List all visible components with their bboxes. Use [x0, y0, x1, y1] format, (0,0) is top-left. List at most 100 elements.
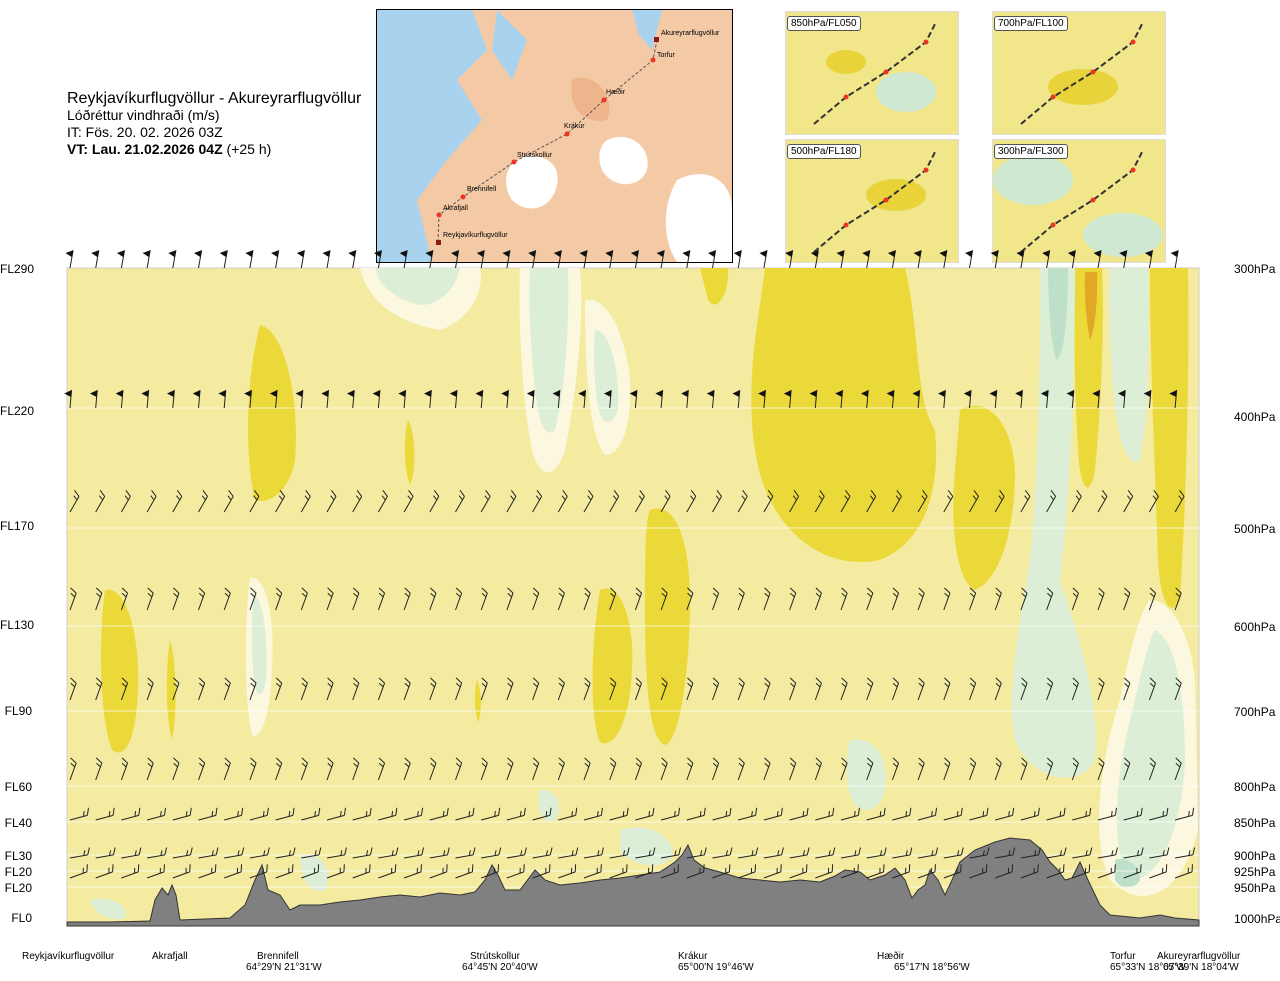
wind-barb — [1169, 390, 1178, 409]
map-point-strutskollur — [511, 159, 517, 165]
route-map-graphic — [377, 10, 732, 262]
thumbnail-700hpa[interactable]: 700hPa/FL100 — [992, 11, 1166, 135]
wind-barb — [1066, 390, 1075, 409]
wind-barb — [1123, 757, 1131, 781]
station-coord: 65°39'N 18°04'W — [1163, 962, 1239, 973]
wind-barb — [532, 864, 551, 879]
parameter-label: Lóðréttur vindhraði (m/s) — [67, 107, 220, 123]
wind-barb — [321, 390, 330, 409]
wind-barb — [506, 757, 514, 781]
wind-barb — [326, 677, 334, 701]
wind-barb — [275, 864, 294, 879]
wind-barb — [249, 847, 270, 859]
wind-barb — [609, 587, 617, 611]
thumbnail-500hpa[interactable]: 500hPa/FL180 — [785, 139, 959, 263]
wind-barb — [1097, 490, 1108, 513]
wind-barb — [1020, 490, 1031, 513]
wind-barb — [943, 847, 964, 859]
station-brennifell: Brennifell 64°29'N 21°31'W — [246, 951, 322, 973]
wind-barb — [404, 847, 425, 859]
wind-barb — [963, 390, 972, 409]
map-label-brennifell: Brennifell — [467, 186, 497, 193]
wind-barb — [603, 390, 612, 409]
map-point-haedir — [601, 97, 607, 103]
wind-barb — [552, 390, 561, 409]
hpa-label-925: 925hPa — [1234, 865, 1276, 879]
wind-barb — [789, 847, 810, 859]
wind-barb — [275, 490, 286, 513]
wind-barb — [378, 847, 399, 859]
wind-barb — [429, 864, 448, 879]
wind-barb — [506, 807, 526, 821]
wind-barb — [501, 390, 509, 409]
wind-barb — [682, 250, 691, 269]
route-map: Akureyrarflugvöllur Torfur Hæðir Krákur … — [376, 9, 733, 263]
wind-barb — [194, 250, 203, 269]
wind-barb — [609, 807, 629, 821]
wind-barb — [557, 757, 565, 781]
wind-barb — [815, 864, 834, 879]
wind-barb — [275, 757, 283, 781]
wind-barb — [630, 250, 640, 269]
wind-barb — [121, 807, 141, 821]
map-route-line — [437, 39, 658, 243]
thumbnail-300hpa[interactable]: 300hPa/FL300 — [992, 139, 1166, 263]
wind-barb — [892, 847, 913, 859]
wind-barb — [943, 587, 951, 611]
wind-barb — [840, 677, 848, 701]
wind-barb — [532, 757, 540, 781]
wind-barb — [224, 847, 245, 859]
wind-barb — [1020, 807, 1040, 821]
thumbnail-500hpa-label: 500hPa/FL180 — [787, 144, 861, 159]
wind-barb — [1174, 864, 1193, 879]
wind-barb — [378, 807, 398, 821]
wind-barb — [737, 757, 745, 781]
wind-barb — [660, 864, 679, 879]
wind-barb — [403, 490, 414, 513]
wind-barb — [995, 864, 1014, 879]
wind-barb — [223, 587, 231, 611]
wind-barb — [300, 677, 308, 701]
wind-barb — [686, 864, 705, 879]
wind-barb — [835, 390, 844, 409]
wind-barb — [763, 847, 784, 859]
wind-barb — [1046, 757, 1054, 781]
wind-barb — [866, 757, 874, 781]
wind-barb — [429, 490, 440, 513]
hpa-label-900: 900hPa — [1234, 849, 1276, 863]
wind-barb — [352, 490, 363, 513]
wind-barb — [635, 864, 654, 879]
map-sea-west — [377, 10, 487, 262]
wind-barb — [892, 807, 912, 821]
wind-barb — [553, 250, 562, 269]
station-name: Krákur — [678, 951, 708, 962]
wind-barb — [1097, 757, 1105, 781]
wind-barb — [1143, 390, 1152, 409]
wind-barb — [1046, 490, 1057, 513]
wind-barb — [275, 587, 283, 611]
thumbnail-850hpa[interactable]: 850hPa/FL050 — [785, 11, 959, 135]
wind-barb — [1123, 864, 1142, 879]
wind-barb — [147, 847, 168, 859]
wind-barb — [506, 490, 517, 513]
station-torfur: Torfur 65°33'N 18°07'W — [1110, 951, 1186, 973]
wind-barb — [120, 490, 131, 513]
wind-barb — [115, 390, 124, 409]
wind-barb — [95, 677, 103, 701]
wind-barb — [891, 587, 900, 611]
station-strutskollur: Strútskollur 64°45'N 20°40'W — [462, 951, 538, 973]
wind-barb — [634, 757, 643, 781]
wind-barb — [346, 390, 355, 409]
wind-barb — [121, 847, 142, 859]
map-glacier-vatnajokull — [665, 174, 732, 262]
wind-barb — [840, 757, 848, 781]
wind-barb — [738, 807, 758, 821]
wind-barb — [1020, 864, 1039, 879]
wind-barb — [506, 587, 514, 611]
wind-barb — [249, 757, 257, 781]
wind-barb — [737, 677, 745, 701]
wind-barb — [451, 250, 460, 269]
wind-barb — [994, 587, 1002, 611]
thumbnail-300hpa-label: 300hPa/FL300 — [994, 144, 1068, 159]
wind-barb — [583, 587, 591, 611]
